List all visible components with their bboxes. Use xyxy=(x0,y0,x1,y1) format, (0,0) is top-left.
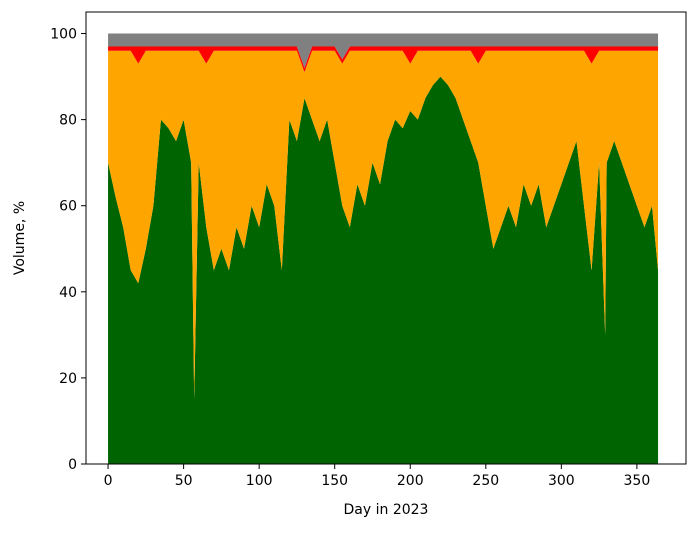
x-tick-label: 300 xyxy=(548,473,575,489)
area xyxy=(108,46,659,73)
x-tick-label: 100 xyxy=(246,473,273,489)
x-tick-label: 0 xyxy=(104,473,113,489)
plot-frame xyxy=(85,11,687,465)
x-tick-label: 200 xyxy=(397,473,424,489)
x-tick-label: 350 xyxy=(624,473,651,489)
x-axis-label: Day in 2023 xyxy=(344,502,429,518)
area xyxy=(108,50,659,400)
y-tick-label: 40 xyxy=(59,285,77,301)
y-axis-label: Volume, % xyxy=(12,201,28,275)
y-tick-label: 100 xyxy=(50,27,77,43)
y-tick-label: 0 xyxy=(68,457,77,473)
x-tick-label: 250 xyxy=(472,473,499,489)
y-tick-label: 20 xyxy=(59,371,77,387)
y-tick-label: 60 xyxy=(59,199,77,215)
x-tick-label: 150 xyxy=(321,473,348,489)
area xyxy=(108,76,659,465)
x-tick-label: 50 xyxy=(175,473,193,489)
y-tick-label: 80 xyxy=(59,113,77,129)
area xyxy=(108,33,659,68)
